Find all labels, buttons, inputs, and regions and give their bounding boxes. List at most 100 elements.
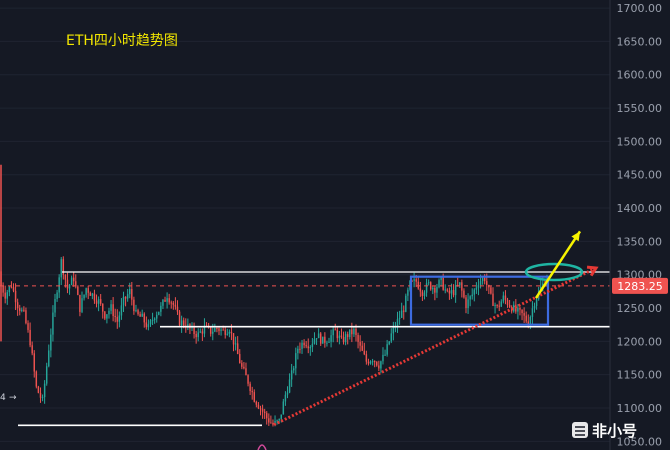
candle-body — [143, 313, 145, 323]
candle-body — [481, 278, 484, 282]
candle-body — [222, 329, 224, 331]
candle-body — [349, 329, 351, 338]
candle-body — [112, 304, 114, 317]
candle-body — [27, 323, 29, 330]
candle-body — [369, 361, 372, 364]
candle-body — [234, 343, 237, 345]
candle-body — [367, 361, 370, 364]
candle-body — [54, 299, 56, 313]
candle-body — [4, 292, 6, 299]
candle-body — [126, 294, 129, 299]
candle-body — [486, 281, 488, 285]
candle-body — [129, 289, 131, 295]
y-tick-label: 1250.00 — [617, 302, 663, 315]
candle-body — [344, 334, 347, 343]
candle-body — [18, 308, 21, 311]
y-tick-label: 1650.00 — [617, 35, 663, 48]
candle-body — [496, 304, 498, 306]
candle-body — [29, 329, 31, 346]
candle-body — [182, 320, 185, 326]
candle-body — [135, 310, 137, 312]
candle-body — [232, 333, 235, 345]
candle-body — [494, 304, 496, 306]
candle-body — [261, 408, 264, 412]
watermark-logo-icon — [572, 422, 588, 438]
y-tick-label: 1150.00 — [617, 369, 663, 382]
candle-body — [60, 259, 62, 278]
candle-body — [469, 296, 471, 300]
candle-body — [197, 332, 199, 338]
candle-body — [475, 287, 478, 290]
candle-body — [334, 329, 336, 331]
candle-body — [400, 310, 403, 318]
candle-body — [259, 408, 262, 410]
candle-body — [384, 354, 386, 356]
candle-body — [498, 305, 500, 307]
candle-body — [328, 341, 330, 343]
candle-body — [390, 333, 393, 342]
candle-body — [446, 289, 449, 291]
candle-body — [421, 291, 424, 297]
candle-body — [64, 274, 67, 280]
candle-body — [373, 361, 376, 363]
candle-body — [326, 342, 328, 344]
candle-body — [209, 326, 212, 334]
candle-body — [99, 299, 102, 304]
watermark-text: 非小号 — [592, 422, 637, 440]
candle-body — [396, 319, 399, 328]
candle-body — [278, 418, 280, 421]
candle-body — [415, 279, 417, 282]
candle-body — [502, 295, 505, 302]
y-tick-label: 1200.00 — [617, 335, 663, 348]
candle-body — [255, 401, 258, 405]
candle-body — [85, 288, 87, 295]
y-tick-label: 1400.00 — [617, 202, 663, 215]
breakout-arrow-line — [534, 230, 582, 299]
candle-body — [172, 302, 175, 305]
candle-body — [340, 335, 343, 337]
candle-body — [292, 368, 295, 371]
candle-body — [473, 289, 476, 295]
candle-body — [33, 353, 35, 372]
candle-body — [10, 286, 13, 288]
candle-body — [164, 299, 166, 302]
candle-body — [83, 294, 85, 299]
left-edge-label: 4 — [0, 393, 6, 403]
candle-body — [295, 353, 297, 369]
y-tick-label: 1700.00 — [617, 2, 663, 15]
candle-body — [120, 305, 123, 316]
candle-body — [492, 293, 494, 306]
candle-body — [48, 350, 50, 367]
candle-body — [12, 287, 15, 291]
bottom-indicator-curve — [257, 444, 267, 450]
candle-body — [471, 294, 473, 297]
grid-layer — [0, 7, 610, 442]
candle-body — [158, 311, 160, 315]
candle-body — [459, 282, 461, 286]
candle-body — [66, 279, 69, 289]
candle-body — [106, 314, 108, 319]
candle-body — [166, 298, 168, 302]
candle-body — [110, 304, 112, 311]
candle-body — [380, 361, 382, 369]
candle-body — [483, 278, 486, 282]
candle-body — [230, 331, 233, 334]
candle-body — [403, 310, 405, 312]
watermark: 非小号 — [572, 422, 637, 440]
candle-body — [342, 336, 345, 343]
candle-body — [41, 397, 44, 399]
candle-body — [280, 414, 282, 419]
candle-body — [87, 288, 89, 293]
candle-body — [21, 309, 23, 311]
candle-body — [212, 331, 214, 334]
candle-body — [463, 290, 465, 298]
candle-body — [37, 386, 40, 393]
y-tick-label: 1050.00 — [617, 435, 663, 448]
candle-body — [253, 392, 256, 402]
candle-body — [226, 333, 229, 335]
left-edge-arrow: → — [9, 393, 17, 403]
candle-body — [519, 307, 521, 310]
candle-body — [290, 370, 293, 380]
consolidation-box — [409, 275, 550, 326]
candle-body — [427, 282, 430, 284]
